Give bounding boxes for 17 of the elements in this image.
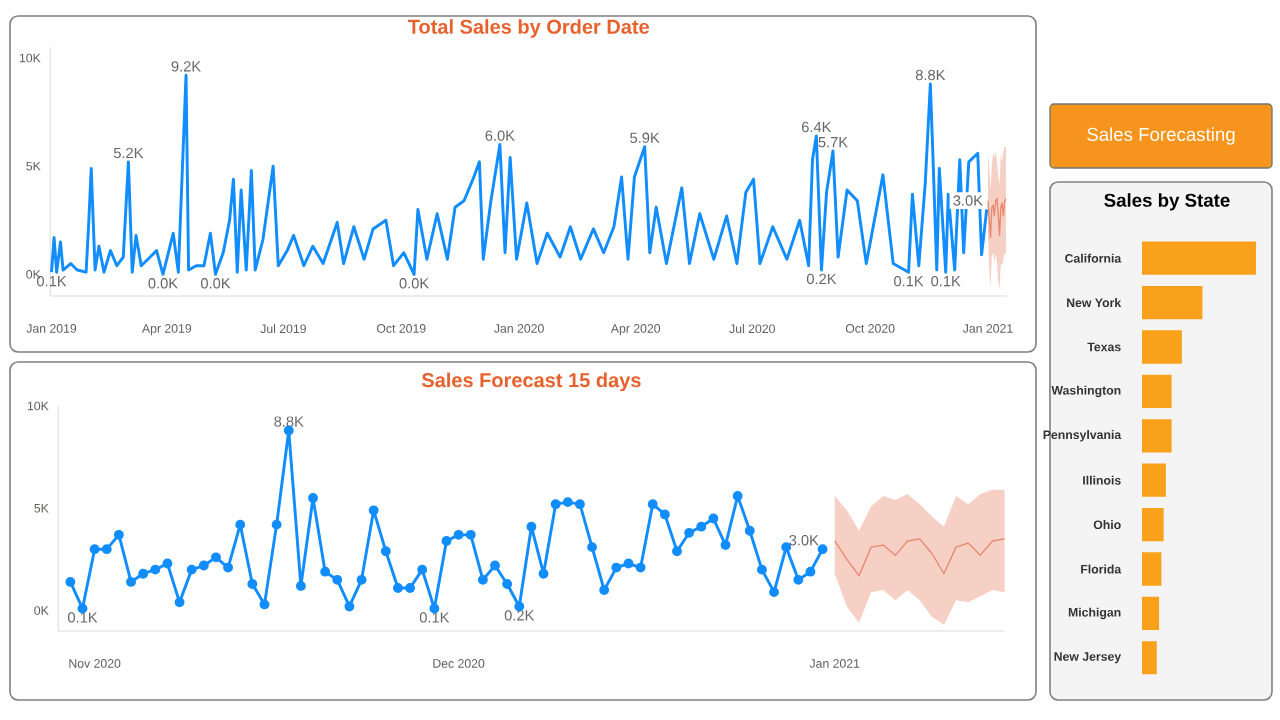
bar (1141, 463, 1166, 497)
bar (1141, 552, 1162, 586)
chart-title: Sales by State (1104, 193, 1230, 211)
line-series (987, 197, 1007, 239)
bar (1141, 419, 1172, 453)
line-series (50, 73, 989, 276)
chart-title: Total Sales by Order Date (407, 19, 649, 38)
bar (1141, 330, 1182, 364)
bar (1141, 507, 1164, 542)
bar (1141, 641, 1157, 675)
chart-title: Sales Forecast 15 days (421, 372, 641, 392)
bar (1141, 285, 1203, 320)
line-series (834, 538, 1006, 577)
text: Sales Forecasting (1087, 127, 1235, 145)
bar (1141, 374, 1172, 409)
bar (1141, 596, 1160, 631)
bar (1141, 241, 1256, 275)
